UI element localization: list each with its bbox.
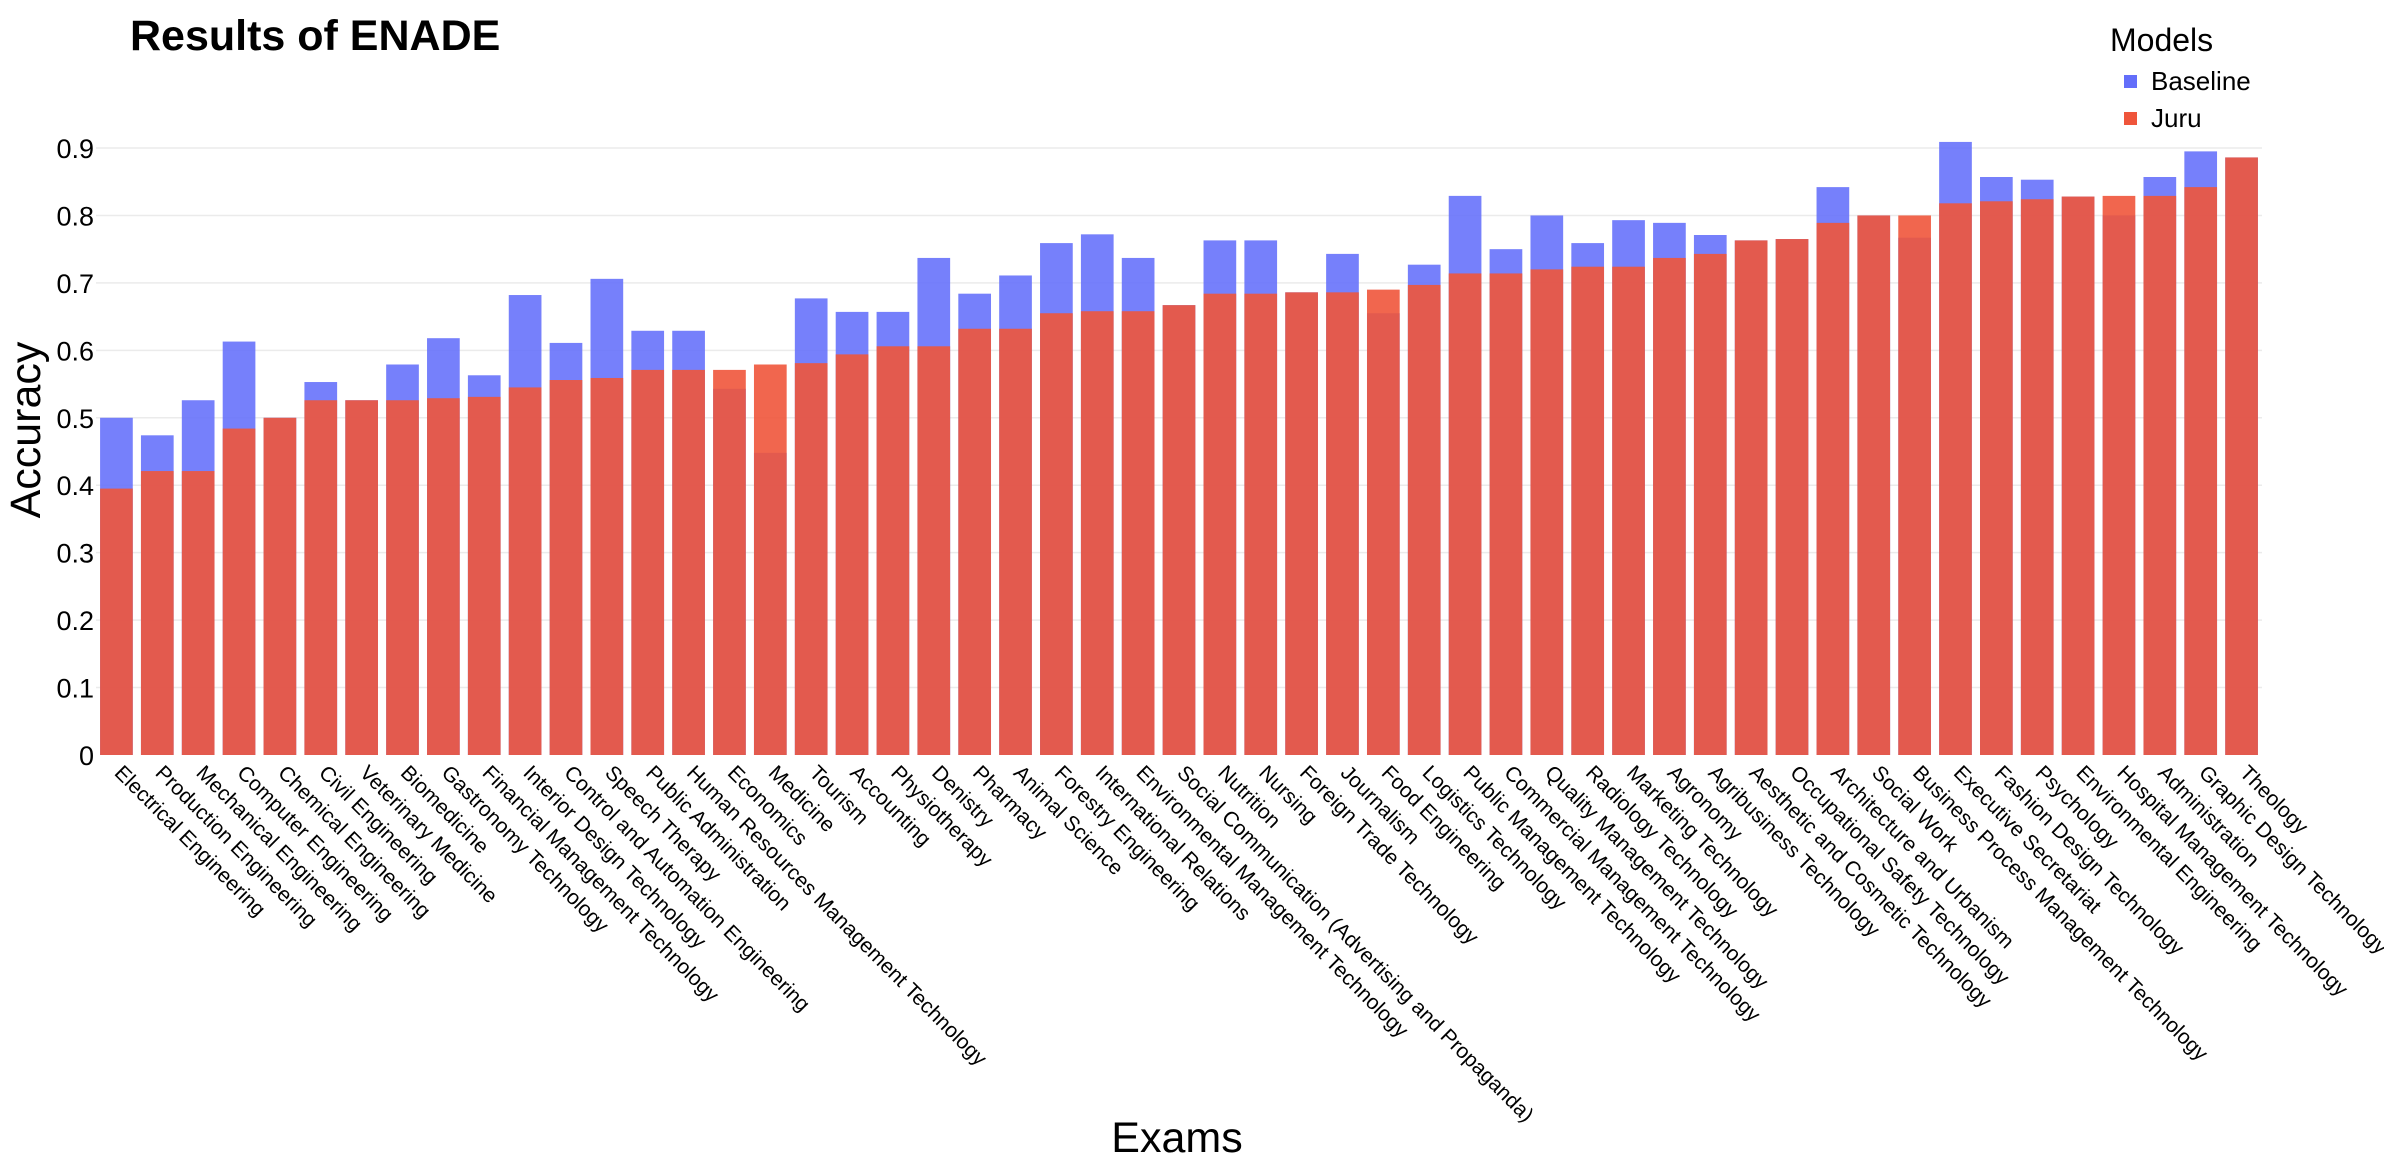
bars: [100, 141, 2258, 756]
y-tick-label: 0.6: [56, 336, 94, 366]
bar-juru[interactable]: [1244, 293, 1278, 755]
bar-juru[interactable]: [2020, 199, 2054, 755]
bar-juru[interactable]: [1857, 215, 1891, 755]
y-tick-label: 0.2: [56, 606, 94, 636]
y-tick-label: 0.1: [56, 674, 94, 704]
bar-juru[interactable]: [2143, 195, 2177, 755]
legend-swatch-baseline: [2124, 75, 2137, 88]
bar-juru[interactable]: [1530, 269, 1564, 755]
bar-juru[interactable]: [835, 354, 869, 755]
bar-juru[interactable]: [386, 400, 419, 755]
bar-juru[interactable]: [1653, 257, 1686, 755]
bar-juru[interactable]: [999, 328, 1032, 755]
bar-juru[interactable]: [917, 346, 951, 755]
bar-juru[interactable]: [508, 387, 542, 755]
y-axis-ticks: 0 0.1 0.2 0.3 0.4 0.5 0.6 0.7 0.8 0.9: [56, 134, 94, 771]
bar-juru[interactable]: [427, 398, 460, 755]
bar-juru[interactable]: [590, 377, 624, 755]
bar-juru[interactable]: [2102, 195, 2136, 755]
bar-juru[interactable]: [1162, 305, 1196, 755]
bar-juru[interactable]: [1285, 292, 1318, 755]
bar-juru[interactable]: [1326, 292, 1359, 755]
bar-juru[interactable]: [181, 471, 215, 755]
bar-juru[interactable]: [1407, 284, 1441, 755]
bar-juru[interactable]: [713, 369, 746, 755]
bar-juru[interactable]: [2061, 196, 2095, 755]
bar-juru[interactable]: [140, 471, 174, 755]
bar-juru[interactable]: [1121, 311, 1155, 755]
bar-juru[interactable]: [549, 380, 583, 755]
y-tick-label: 0.8: [56, 201, 94, 231]
bar-juru[interactable]: [1080, 311, 1114, 755]
bar-juru[interactable]: [958, 328, 992, 755]
y-tick-label: 0.3: [56, 539, 94, 569]
legend-item-baseline[interactable]: Baseline: [2110, 63, 2251, 100]
y-tick-label: 0.7: [56, 269, 94, 299]
y-tick-label: 0.5: [56, 404, 94, 434]
bar-juru[interactable]: [2225, 157, 2258, 756]
bar-juru[interactable]: [100, 488, 133, 755]
bar-juru[interactable]: [345, 400, 378, 755]
bar-juru[interactable]: [794, 363, 828, 755]
bar-juru[interactable]: [304, 400, 338, 755]
bar-juru[interactable]: [1734, 240, 1768, 755]
y-tick-label: 0: [79, 741, 94, 771]
legend-label-baseline: Baseline: [2151, 66, 2251, 96]
bar-juru[interactable]: [1816, 222, 1850, 755]
bar-juru[interactable]: [1939, 203, 1972, 755]
legend: Models Baseline Juru: [2110, 22, 2251, 137]
bar-juru[interactable]: [672, 369, 705, 755]
bar-juru[interactable]: [1693, 253, 1727, 756]
legend-title: Models: [2110, 22, 2214, 58]
legend-swatch-juru: [2124, 112, 2137, 125]
legend-item-juru[interactable]: Juru: [2110, 100, 2251, 137]
bar-juru[interactable]: [1203, 293, 1237, 755]
bar-juru[interactable]: [467, 396, 501, 755]
bar-juru[interactable]: [2184, 187, 2218, 755]
bar-juru[interactable]: [1040, 313, 1073, 755]
chart-title: Results of ENADE: [130, 12, 501, 60]
bar-juru[interactable]: [753, 364, 787, 755]
bar-juru[interactable]: [1571, 266, 1605, 755]
bar-juru[interactable]: [876, 346, 910, 755]
bar-juru[interactable]: [1366, 289, 1400, 755]
bar-juru[interactable]: [1898, 215, 1931, 755]
bar-juru[interactable]: [1448, 273, 1482, 755]
y-tick-label: 0.4: [56, 471, 94, 501]
bar-juru[interactable]: [222, 428, 256, 755]
bar-juru[interactable]: [1489, 273, 1523, 755]
bar-juru[interactable]: [1775, 239, 1809, 756]
x-axis-title: Exams: [1111, 1114, 1242, 1162]
bar-juru[interactable]: [631, 369, 665, 755]
y-tick-label: 0.9: [56, 134, 94, 164]
y-axis-title: Accuracy: [2, 341, 50, 518]
bar-juru[interactable]: [263, 417, 297, 755]
bar-juru[interactable]: [1980, 201, 2013, 755]
bar-juru[interactable]: [1612, 266, 1645, 755]
legend-label-juru: Juru: [2151, 103, 2202, 133]
